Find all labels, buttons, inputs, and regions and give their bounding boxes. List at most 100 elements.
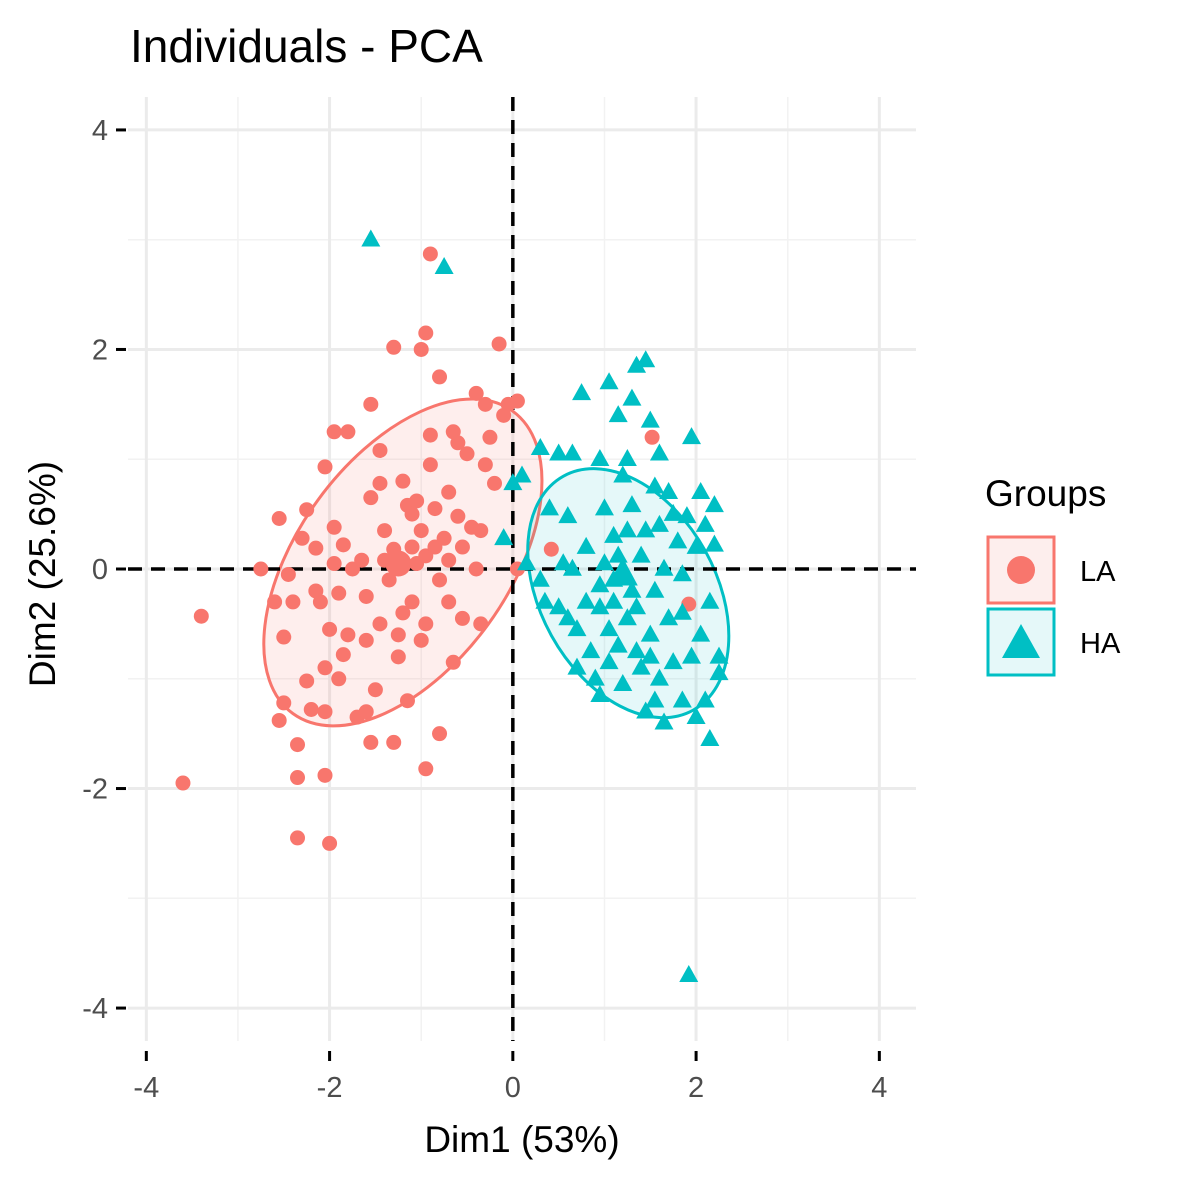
point-la (468, 561, 484, 577)
point-la (335, 647, 351, 663)
point-ha (640, 624, 660, 642)
point-ha (686, 536, 706, 554)
group-centroids (385, 550, 638, 586)
point-la (358, 632, 374, 648)
legend-ha-marker-icon (1002, 624, 1040, 658)
point-ha (704, 495, 724, 513)
point-la (404, 539, 420, 555)
point-la (363, 396, 379, 412)
x-tick-label: 4 (871, 1072, 887, 1104)
point-la (322, 621, 338, 637)
y-axis: -4 -2 0 2 4 (82, 115, 126, 1025)
point-ha (530, 438, 550, 456)
point-la (418, 325, 434, 341)
point-ha (691, 624, 711, 642)
point-la (441, 552, 457, 568)
point-la (326, 519, 342, 535)
point-la (322, 835, 338, 851)
point-la (335, 537, 351, 553)
legend-key-la (986, 535, 1056, 605)
point-ha (608, 635, 628, 653)
point-ha (613, 465, 633, 483)
point-la (299, 673, 315, 689)
point-la (644, 429, 660, 445)
point-ha (572, 383, 592, 401)
point-la (509, 393, 525, 409)
point-ha (503, 473, 523, 491)
point-la (253, 561, 269, 577)
point-ha (654, 712, 674, 730)
x-tick-label: -4 (133, 1072, 159, 1104)
point-la (267, 594, 283, 610)
point-ha (567, 657, 587, 675)
point-ha (581, 641, 601, 659)
point-la (441, 594, 457, 610)
x-tick-label: 0 (505, 1072, 521, 1104)
point-la (491, 336, 507, 352)
point-la (413, 341, 429, 357)
y-tick-label: 2 (92, 334, 108, 366)
point-la (175, 775, 191, 791)
point-la (454, 539, 470, 555)
point-la (413, 523, 429, 539)
point-la (358, 704, 374, 720)
point-la (308, 540, 324, 556)
x-axis: -4 -2 0 2 4 (133, 1051, 887, 1104)
point-ha (613, 674, 633, 692)
legend-label-ha: HA (1080, 628, 1121, 660)
point-ha (361, 229, 381, 247)
point-ha (539, 498, 559, 516)
point-la (399, 693, 415, 709)
point-ha (512, 465, 532, 483)
x-axis-title: Dim1 (53%) (424, 1119, 619, 1160)
point-ha (530, 569, 550, 587)
point-la (386, 339, 402, 355)
point-ha (640, 410, 660, 428)
point-la (317, 704, 333, 720)
grid-major (128, 97, 916, 1041)
point-ha (627, 355, 647, 373)
point-ha (558, 506, 578, 524)
point-ha (677, 506, 697, 524)
point-ha (576, 591, 596, 609)
y-tick-label: 0 (92, 554, 108, 586)
x-tick-label: 2 (688, 1072, 704, 1104)
point-la (303, 702, 319, 718)
point-la (193, 608, 209, 624)
point-ha (599, 619, 619, 637)
point-ha (682, 427, 702, 445)
point-la (409, 493, 425, 509)
legend-title: Groups (985, 473, 1106, 514)
point-la (372, 616, 388, 632)
point-ha (695, 690, 715, 708)
point-la (358, 588, 374, 604)
point-ha (585, 668, 605, 686)
point-ha (494, 528, 514, 546)
point-la (299, 502, 315, 518)
point-ha (590, 575, 610, 593)
point-ha (636, 520, 656, 538)
point-la (432, 726, 448, 742)
point-ha (700, 728, 720, 746)
point-la (317, 767, 333, 783)
point-la (372, 442, 388, 458)
point-ha (562, 558, 582, 576)
point-ha (640, 646, 660, 664)
point-ha (599, 372, 619, 390)
point-la (285, 594, 301, 610)
point-la (473, 523, 489, 539)
point-ha (636, 701, 656, 719)
point-la (404, 594, 420, 610)
point-la (326, 556, 342, 572)
point-la (276, 629, 292, 645)
point-la (381, 572, 397, 588)
point-ha (590, 685, 610, 703)
y-axis-title: Dim2 (25.6%) (22, 461, 63, 687)
point-la (482, 429, 498, 445)
point-la (441, 484, 457, 500)
legend-label-la: LA (1080, 556, 1116, 588)
point-la (363, 490, 379, 506)
point-ha (682, 646, 702, 664)
y-tick-label: -4 (82, 993, 108, 1025)
point-la (404, 506, 420, 522)
